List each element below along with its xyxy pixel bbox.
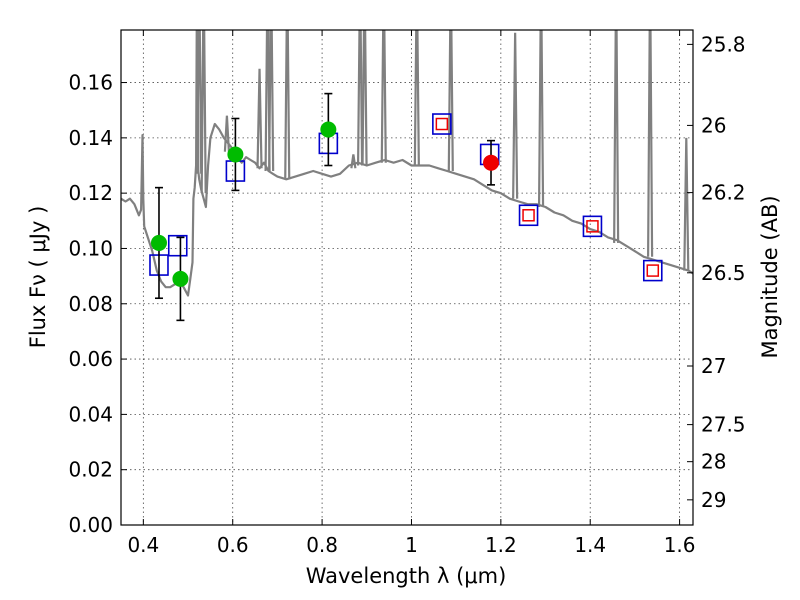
emission-line bbox=[361, 30, 368, 166]
model-photometry-square bbox=[582, 215, 603, 238]
right-tick-label: 29 bbox=[701, 488, 726, 512]
y-tick-label: 0.16 bbox=[68, 71, 113, 95]
right-tick-label: 28 bbox=[701, 450, 726, 474]
plot-area bbox=[121, 30, 693, 297]
right-tick-label: 27.5 bbox=[701, 413, 746, 437]
emission-line bbox=[683, 137, 690, 271]
y-tick-label: 0.00 bbox=[68, 513, 113, 537]
y-tick-label: 0.10 bbox=[68, 236, 113, 260]
right-tick-label: 27 bbox=[701, 354, 726, 378]
emission-line bbox=[223, 115, 231, 152]
measured-flux-point bbox=[172, 270, 189, 287]
y-tick-label: 0.02 bbox=[68, 458, 113, 482]
emission-line bbox=[268, 30, 275, 172]
grid bbox=[121, 30, 693, 526]
emission-line bbox=[413, 30, 420, 166]
right-tick-label: 26 bbox=[701, 113, 726, 137]
y-tick-label: 0.14 bbox=[68, 126, 113, 150]
x-tick-label: 0.4 bbox=[127, 533, 159, 557]
measured-flux-point bbox=[150, 234, 167, 251]
emission-line bbox=[284, 30, 291, 180]
model-photometry-square bbox=[167, 234, 188, 257]
y-tick-label: 0.08 bbox=[68, 292, 113, 316]
y-tick-label: 0.04 bbox=[68, 402, 113, 426]
emission-line bbox=[196, 30, 203, 174]
x-tick-label: 1.2 bbox=[485, 533, 517, 557]
y-axis-label: Flux Fν ( μJy ) bbox=[26, 206, 50, 349]
x-tick-label: 1 bbox=[405, 533, 418, 557]
x-axis-label: Wavelength λ (μm) bbox=[306, 564, 507, 588]
measured-flux-point bbox=[483, 154, 500, 171]
x-tick-label: 0.8 bbox=[306, 533, 338, 557]
upper-limit-square bbox=[435, 117, 449, 131]
upper-limit-square bbox=[522, 209, 535, 222]
x-tick-label: 0.6 bbox=[217, 533, 249, 557]
emission-line bbox=[356, 30, 364, 166]
emission-line bbox=[537, 30, 545, 207]
emission-line bbox=[512, 32, 519, 199]
y-tick-label: 0.12 bbox=[68, 181, 113, 205]
upper-limit-square bbox=[586, 220, 599, 233]
right-tick-label: 25.8 bbox=[701, 32, 746, 56]
right-tick-label: 26.2 bbox=[701, 181, 746, 205]
model-photometry-square bbox=[642, 259, 663, 282]
emission-line bbox=[350, 154, 357, 169]
emission-line bbox=[380, 30, 387, 163]
axes: 0.4 0.6 0.8 1 1.2 1.4 1.6 0.00 0.02 0.04 0.06 0.08 0… bbox=[68, 30, 746, 557]
measured-flux-point bbox=[320, 121, 337, 138]
emission-line bbox=[200, 30, 207, 194]
emission-line bbox=[647, 30, 654, 257]
x-tick-label: 1.4 bbox=[574, 533, 606, 557]
emission-line bbox=[256, 68, 263, 169]
model-photometry-square bbox=[518, 204, 539, 227]
markers bbox=[149, 92, 663, 322]
x-tick-label: 1.6 bbox=[664, 533, 696, 557]
emission-line bbox=[447, 30, 454, 172]
model-photometry-square bbox=[432, 113, 452, 135]
model-spectrum-line bbox=[121, 30, 693, 297]
emission-line bbox=[613, 30, 620, 243]
right-tick-label: 26.5 bbox=[701, 261, 746, 285]
upper-limit-square bbox=[646, 264, 660, 277]
plot-frame bbox=[120, 29, 694, 526]
measured-flux-point bbox=[227, 146, 244, 163]
y-tick-label: 0.06 bbox=[68, 347, 113, 371]
right-axis-label: Magnitude (AB) bbox=[758, 195, 782, 358]
